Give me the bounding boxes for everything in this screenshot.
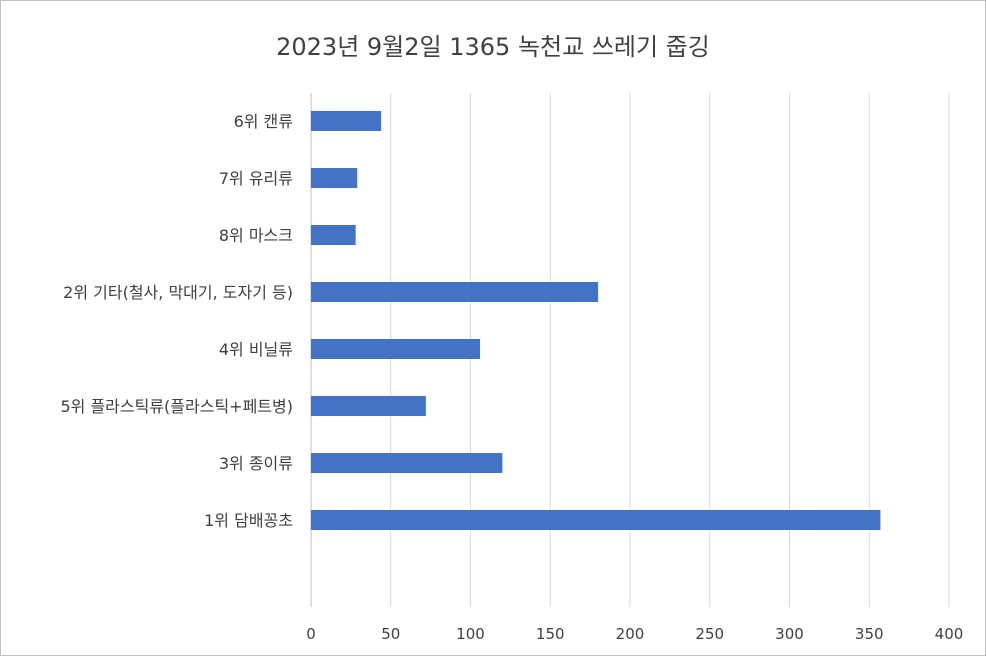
x-tick-label: 300 — [775, 625, 804, 643]
x-tick-label: 0 — [306, 625, 316, 643]
bar — [311, 339, 481, 359]
x-tick-label: 250 — [695, 625, 724, 643]
category-label: 5위 플라스틱류(플라스틱+페트병) — [60, 397, 293, 416]
category-label: 3위 종이류 — [219, 454, 293, 473]
bar — [311, 510, 881, 530]
bar — [311, 168, 358, 188]
x-tick-label: 150 — [536, 625, 565, 643]
bar — [311, 396, 426, 416]
category-label: 7위 유리류 — [219, 169, 293, 188]
gridlines — [390, 93, 950, 607]
bar — [311, 225, 356, 245]
category-label: 8위 마스크 — [219, 226, 293, 245]
x-tick-label: 400 — [935, 625, 964, 643]
chart-title: 2023년 9월2일 1365 녹천교 쓰레기 줍깅 — [276, 33, 710, 61]
bars — [311, 111, 881, 530]
category-label: 6위 캔류 — [234, 112, 293, 131]
x-tick-label: 100 — [456, 625, 485, 643]
x-tick-label: 200 — [616, 625, 645, 643]
category-labels: 6위 캔류 7위 유리류 8위 마스크 2위 기타(철사, 막대기, 도자기 등) 4위… — [60, 112, 293, 530]
x-tick-labels: 0 50 100 150 200 250 300 350 400 — [306, 625, 963, 643]
x-tick-label: 350 — [855, 625, 884, 643]
bar — [311, 111, 382, 131]
x-tick-label: 50 — [381, 625, 400, 643]
bar — [311, 282, 599, 302]
category-label: 1위 담배꽁초 — [204, 511, 293, 530]
category-label: 2위 기타(철사, 막대기, 도자기 등) — [63, 283, 293, 302]
bar — [311, 453, 503, 473]
category-label: 4위 비닐류 — [219, 340, 293, 359]
